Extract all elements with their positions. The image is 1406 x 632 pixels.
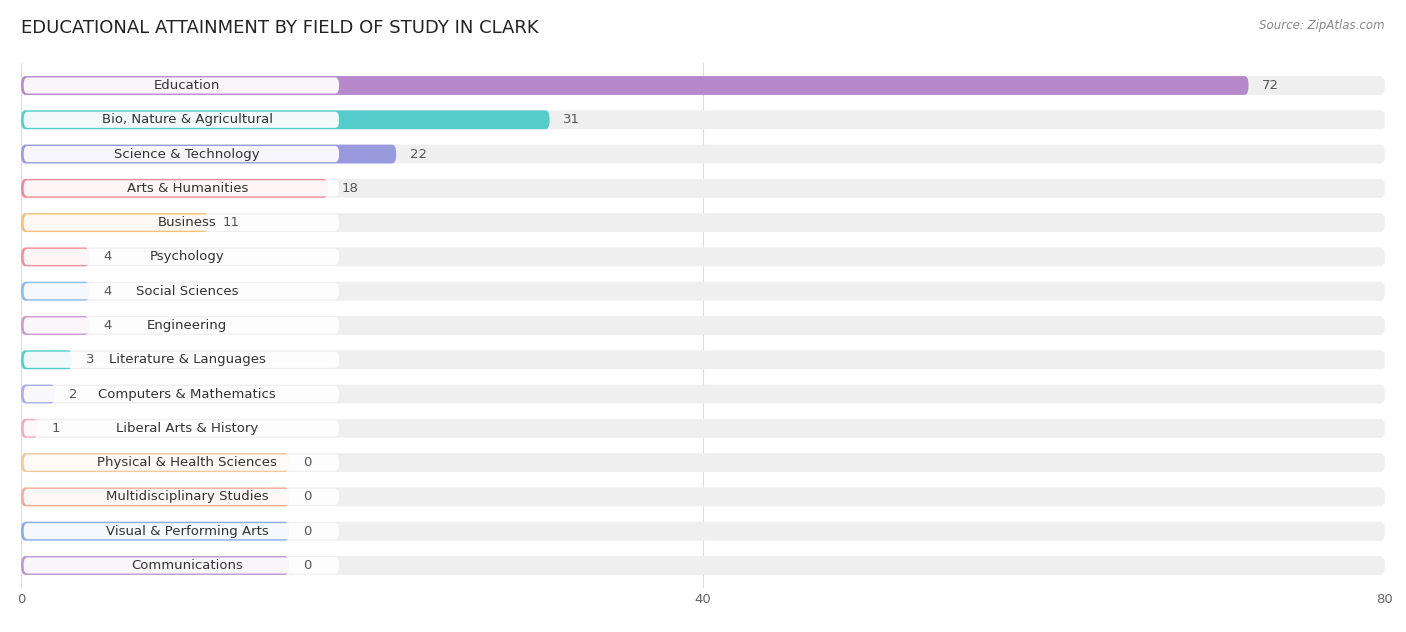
FancyBboxPatch shape	[21, 556, 290, 575]
Text: Physical & Health Sciences: Physical & Health Sciences	[97, 456, 277, 469]
FancyBboxPatch shape	[21, 248, 90, 266]
FancyBboxPatch shape	[21, 522, 1385, 540]
Text: Bio, Nature & Agricultural: Bio, Nature & Agricultural	[101, 113, 273, 126]
FancyBboxPatch shape	[21, 179, 1385, 198]
Text: Literature & Languages: Literature & Languages	[108, 353, 266, 367]
FancyBboxPatch shape	[21, 316, 1385, 335]
FancyBboxPatch shape	[21, 487, 1385, 506]
Text: Business: Business	[157, 216, 217, 229]
FancyBboxPatch shape	[21, 213, 1385, 232]
FancyBboxPatch shape	[21, 76, 1249, 95]
Text: 0: 0	[302, 490, 311, 504]
FancyBboxPatch shape	[21, 76, 1385, 95]
FancyBboxPatch shape	[24, 249, 339, 265]
FancyBboxPatch shape	[24, 557, 339, 573]
Text: 11: 11	[222, 216, 239, 229]
Text: Arts & Humanities: Arts & Humanities	[127, 182, 247, 195]
FancyBboxPatch shape	[21, 282, 90, 301]
Text: 1: 1	[52, 422, 60, 435]
FancyBboxPatch shape	[24, 283, 339, 299]
FancyBboxPatch shape	[24, 386, 339, 402]
FancyBboxPatch shape	[21, 111, 550, 129]
FancyBboxPatch shape	[21, 419, 1385, 438]
FancyBboxPatch shape	[21, 282, 1385, 301]
Text: Science & Technology: Science & Technology	[114, 147, 260, 161]
FancyBboxPatch shape	[21, 385, 1385, 403]
FancyBboxPatch shape	[21, 453, 1385, 472]
Text: 31: 31	[564, 113, 581, 126]
FancyBboxPatch shape	[21, 556, 1385, 575]
Text: 4: 4	[103, 250, 111, 264]
FancyBboxPatch shape	[24, 420, 339, 436]
FancyBboxPatch shape	[21, 350, 1385, 369]
FancyBboxPatch shape	[21, 453, 290, 472]
FancyBboxPatch shape	[21, 145, 1385, 164]
FancyBboxPatch shape	[21, 419, 38, 438]
FancyBboxPatch shape	[24, 351, 339, 368]
Text: Communications: Communications	[131, 559, 243, 572]
FancyBboxPatch shape	[21, 522, 290, 540]
Text: 2: 2	[69, 387, 77, 401]
FancyBboxPatch shape	[21, 487, 290, 506]
Text: Education: Education	[155, 79, 221, 92]
FancyBboxPatch shape	[24, 317, 339, 334]
Text: Computers & Mathematics: Computers & Mathematics	[98, 387, 276, 401]
Text: 0: 0	[302, 559, 311, 572]
FancyBboxPatch shape	[21, 179, 328, 198]
Text: Social Sciences: Social Sciences	[136, 284, 239, 298]
Text: EDUCATIONAL ATTAINMENT BY FIELD OF STUDY IN CLARK: EDUCATIONAL ATTAINMENT BY FIELD OF STUDY…	[21, 19, 538, 37]
Text: Psychology: Psychology	[150, 250, 225, 264]
FancyBboxPatch shape	[21, 248, 1385, 266]
Text: Multidisciplinary Studies: Multidisciplinary Studies	[105, 490, 269, 504]
Text: 3: 3	[86, 353, 94, 367]
FancyBboxPatch shape	[24, 146, 339, 162]
Text: Visual & Performing Arts: Visual & Performing Arts	[105, 525, 269, 538]
FancyBboxPatch shape	[24, 78, 339, 94]
FancyBboxPatch shape	[24, 215, 339, 231]
FancyBboxPatch shape	[21, 350, 72, 369]
FancyBboxPatch shape	[21, 213, 208, 232]
Text: 0: 0	[302, 456, 311, 469]
FancyBboxPatch shape	[24, 112, 339, 128]
Text: Engineering: Engineering	[148, 319, 228, 332]
FancyBboxPatch shape	[21, 385, 55, 403]
FancyBboxPatch shape	[24, 180, 339, 197]
FancyBboxPatch shape	[24, 454, 339, 471]
Text: 4: 4	[103, 319, 111, 332]
Text: 18: 18	[342, 182, 359, 195]
Text: 72: 72	[1263, 79, 1279, 92]
FancyBboxPatch shape	[21, 316, 90, 335]
Text: 22: 22	[409, 147, 427, 161]
Text: 4: 4	[103, 284, 111, 298]
FancyBboxPatch shape	[24, 523, 339, 539]
Text: 0: 0	[302, 525, 311, 538]
FancyBboxPatch shape	[24, 489, 339, 505]
Text: Liberal Arts & History: Liberal Arts & History	[117, 422, 259, 435]
FancyBboxPatch shape	[21, 145, 396, 164]
Text: Source: ZipAtlas.com: Source: ZipAtlas.com	[1260, 19, 1385, 32]
FancyBboxPatch shape	[21, 111, 1385, 129]
